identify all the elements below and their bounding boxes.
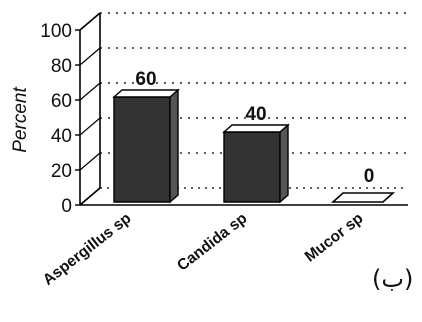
value-label: 0: [364, 166, 375, 187]
y-tick-diagonal: [79, 152, 101, 171]
y-tick-label: 40: [51, 126, 72, 147]
y-tick-label: 60: [51, 91, 72, 112]
bar-zero-plate: [330, 192, 396, 203]
x-tick-label: Candida sp: [174, 210, 250, 275]
value-labels: 60 40 0: [135, 69, 374, 187]
y-tick-diagonal: [79, 12, 101, 31]
value-label: 40: [245, 104, 266, 125]
bar: [112, 88, 180, 204]
x-tick-label: Aspergillus sp: [40, 210, 135, 289]
bar: [222, 123, 290, 204]
y-tick-diagonal: [79, 82, 101, 101]
figure-panel-label: (ب): [372, 265, 413, 293]
y-tick-diagonal: [79, 187, 101, 206]
chart-bars: [112, 88, 396, 204]
bar-front-face: [113, 96, 171, 203]
bar-front-face: [223, 131, 281, 203]
x-tick-label: Mucor sp: [302, 210, 367, 266]
y-tick-label: 100: [40, 21, 72, 42]
y-tick-label: 0: [61, 196, 72, 217]
bar: [330, 192, 396, 203]
y-tick-diagonal: [79, 117, 101, 136]
value-label: 60: [135, 69, 156, 90]
y-axis-label: Percent: [10, 87, 31, 153]
y-tick-label: 80: [51, 56, 72, 77]
y-tick-label: 20: [51, 161, 72, 182]
category-labels: Aspergillus sp Candida sp Mucor sp: [40, 210, 367, 289]
y-tick-diagonal: [79, 47, 101, 66]
bar-side-face: [279, 123, 289, 204]
bar-side-face: [169, 88, 179, 204]
bar-top-face: [222, 124, 290, 133]
bar-top-face: [112, 89, 180, 98]
y-axis-ticks: 0 20 40 60 80 100: [40, 12, 101, 217]
